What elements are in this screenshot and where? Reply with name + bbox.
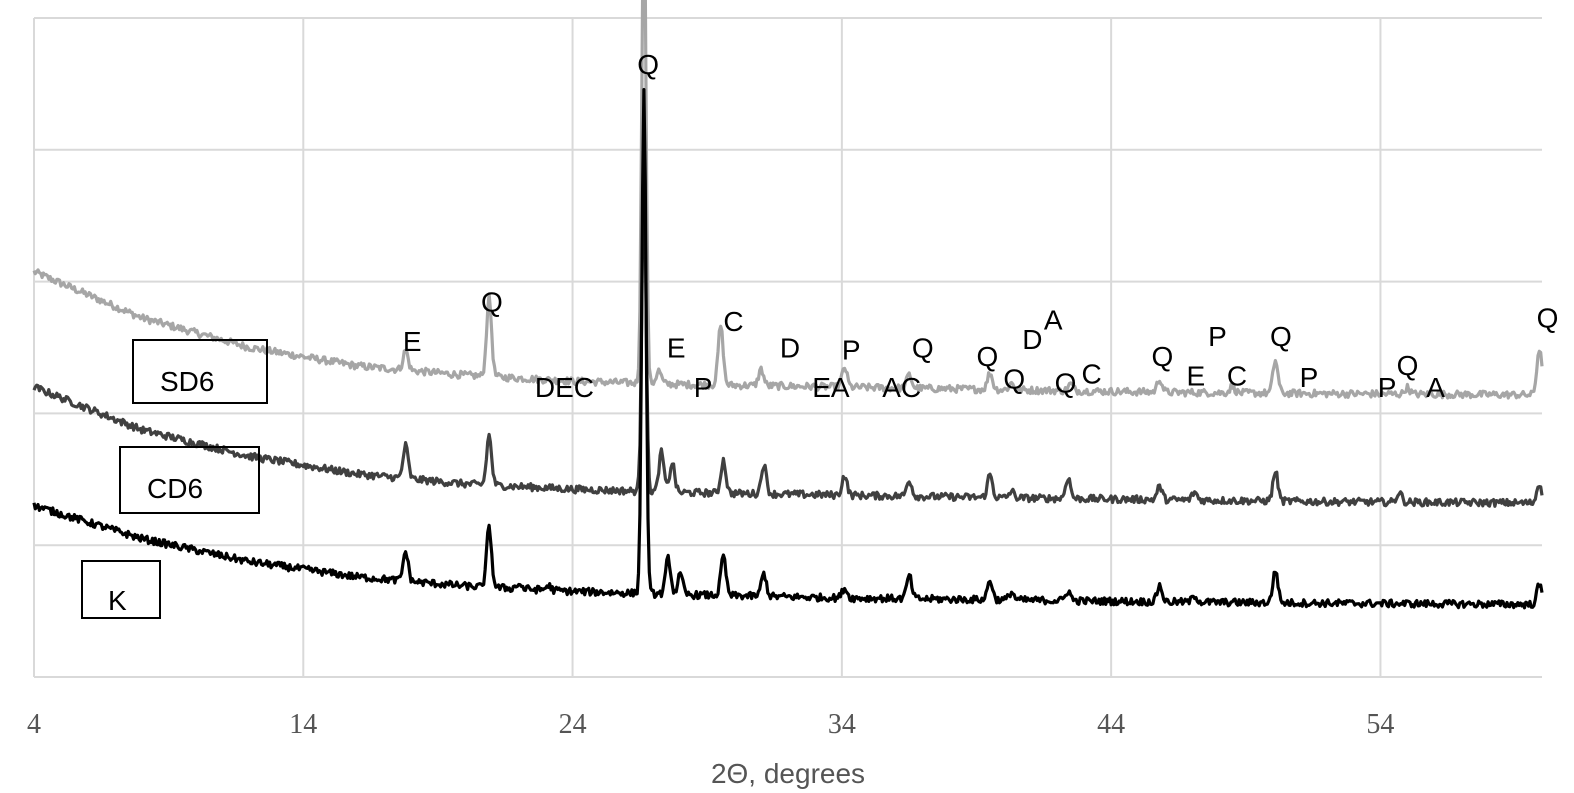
peak-label: P [842, 334, 861, 365]
peak-label: Q [1397, 350, 1419, 381]
peak-label: DEC [535, 372, 594, 403]
peak-label: EA [812, 372, 850, 403]
peak-label: A [1044, 305, 1063, 336]
series-label: CD6 [147, 473, 203, 504]
peak-label: A [1426, 372, 1445, 403]
series-label-box [119, 446, 260, 514]
peak-label: C [1227, 361, 1247, 392]
series-label-box [132, 339, 268, 404]
series-label: SD6 [160, 366, 214, 397]
series-labels: SD6 CD6 K [81, 339, 268, 619]
x-axis-title: 2Θ, degrees [711, 758, 865, 789]
series-label-box [81, 560, 161, 619]
x-tick-label: 44 [1097, 709, 1125, 740]
peak-label: Q [1270, 321, 1292, 352]
series-lines [32, 0, 1544, 610]
peak-label: Q [1055, 367, 1077, 398]
x-tick-label: 4 [27, 709, 41, 740]
grid [33, 17, 1542, 678]
peak-label: E [403, 326, 422, 357]
peak-label: Q [1003, 363, 1025, 394]
x-tick-label: 14 [289, 709, 317, 740]
peak-label: D [1022, 324, 1042, 355]
peak-label: AC [882, 372, 921, 403]
x-tick-label: 24 [559, 709, 587, 740]
peak-label: P [1378, 372, 1397, 403]
peak-label: Q [977, 341, 999, 372]
peak-label: C [723, 306, 743, 337]
peak-label: Q [481, 286, 503, 317]
peak-label: Q [1537, 303, 1559, 334]
x-tick-label: 54 [1366, 709, 1394, 740]
x-tick-labels: 4 14 24 34 44 54 [27, 709, 1394, 740]
peak-label: D [780, 332, 800, 363]
series-line [32, 0, 1544, 400]
peak-label: E [1187, 361, 1206, 392]
peak-label: Q [912, 332, 934, 363]
peak-label: Q [637, 49, 659, 80]
x-tick-label: 34 [828, 709, 856, 740]
series-line [32, 176, 1544, 508]
peak-label: C [1082, 359, 1102, 390]
peak-label: P [1300, 362, 1319, 393]
peak-label: P [694, 372, 713, 403]
peak-label: Q [1152, 341, 1174, 372]
peak-label: P [1208, 321, 1227, 352]
peak-label: E [667, 332, 686, 363]
series-label: K [108, 585, 127, 616]
series-line [32, 88, 1544, 610]
